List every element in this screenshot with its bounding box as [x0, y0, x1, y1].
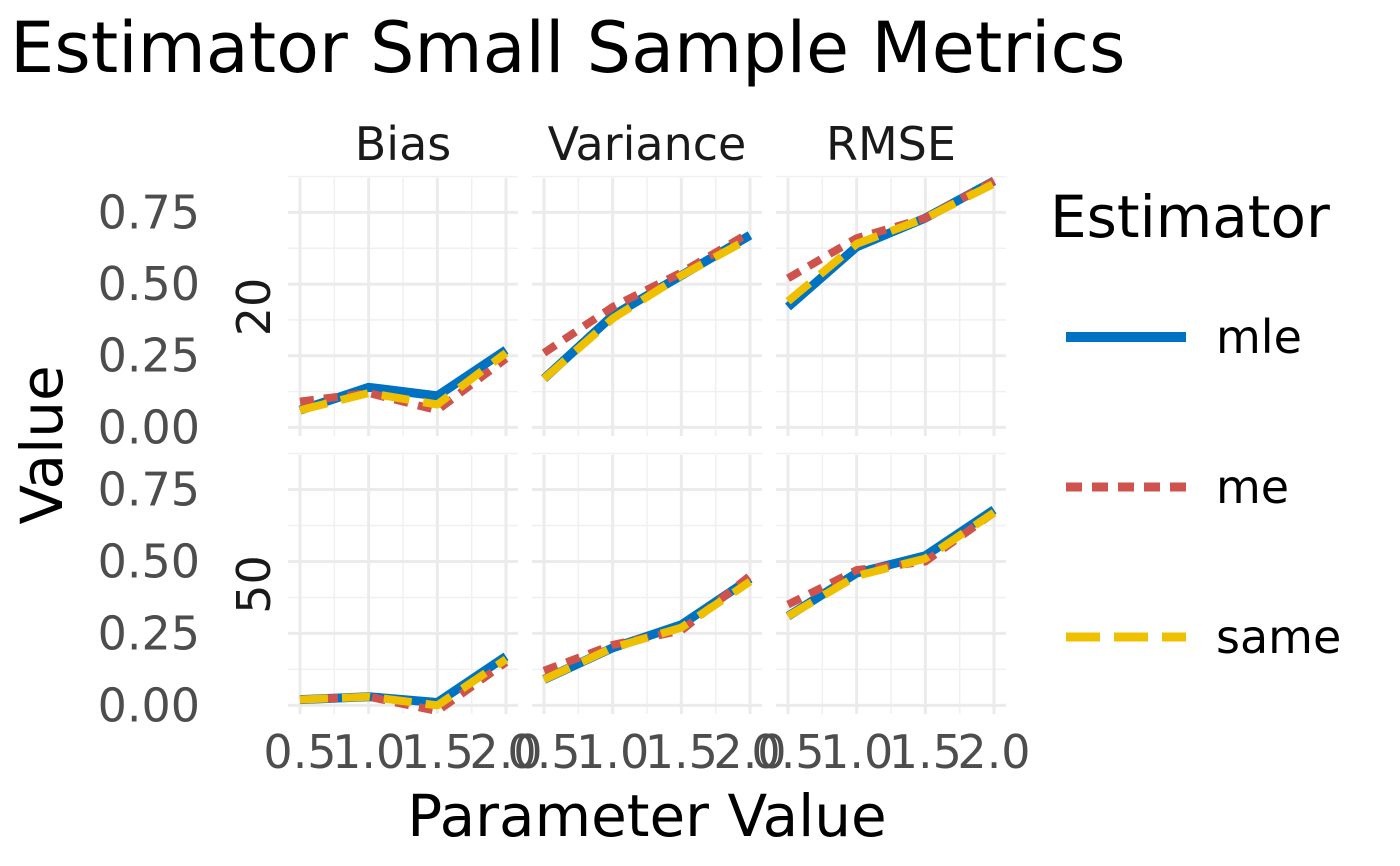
x-axis-title: Parameter Value [407, 782, 886, 850]
x-tick-label: 2.0 [713, 725, 786, 779]
panel-rmse-50 [785, 505, 997, 621]
x-tick-label: 1.5 [401, 725, 474, 779]
y-tick-label: 0.00 [98, 678, 200, 732]
panel-grid [532, 452, 762, 714]
y-tick-label: 0.25 [98, 606, 200, 660]
y-tick-label: 0.25 [98, 329, 200, 383]
y-tick-label: 0.00 [98, 400, 200, 454]
facet-column-label: RMSE [826, 117, 956, 171]
facet-panels: Bias Variance RMSE 20 50 [227, 117, 1006, 716]
y-axis-title: Value [8, 365, 76, 524]
panel-grid [776, 452, 1006, 714]
series-line-same [541, 234, 752, 382]
y-tick-label: 0.75 [98, 463, 200, 517]
y-tick-label: 0.50 [98, 534, 200, 588]
legend-label-me: me [1216, 460, 1289, 514]
x-tick-label: 0.5 [263, 725, 336, 779]
panel-rmse-20 [785, 176, 997, 311]
x-tick-label: 1.0 [576, 725, 649, 779]
panel-variance-20 [540, 229, 753, 383]
panel-variance-50 [542, 572, 753, 684]
legend: Estimator mle me same [1050, 183, 1341, 664]
facet-column-label: Bias [355, 117, 452, 171]
x-tick-label: 0.5 [507, 725, 580, 779]
series-line-same [542, 578, 753, 684]
series-line-same [785, 509, 997, 620]
y-tick-labels: 0.00 0.25 0.50 0.75 0.00 0.25 0.50 0.75 [98, 185, 200, 732]
series-line-same [299, 349, 509, 415]
panel-grid [776, 175, 1006, 436]
facet-row-label: 20 [227, 278, 281, 337]
chart-title: Estimator Small Sample Metrics [10, 7, 1125, 89]
series-line-same [785, 180, 996, 305]
legend-label-mle: mle [1216, 310, 1302, 364]
x-tick-label: 2.0 [469, 725, 542, 779]
x-tick-label: 1.0 [820, 725, 893, 779]
x-tick-label: 1.5 [645, 725, 718, 779]
x-tick-label: 2.0 [957, 725, 1030, 779]
panel-bias-20 [298, 346, 509, 415]
x-tick-label: 1.0 [332, 725, 405, 779]
legend-title: Estimator [1050, 183, 1330, 251]
legend-label-same: same [1216, 610, 1341, 664]
panel-bias-50 [299, 652, 509, 716]
panel-grid [532, 175, 762, 436]
x-tick-label: 1.5 [889, 725, 962, 779]
facet-row-label: 50 [227, 555, 281, 614]
y-tick-label: 0.75 [98, 185, 200, 239]
panel-grid [288, 452, 518, 714]
x-tick-labels: 0.51.01.52.00.51.01.52.00.51.01.52.0 [263, 725, 1030, 779]
facet-column-label: Variance [548, 117, 747, 171]
y-tick-label: 0.50 [98, 257, 200, 311]
x-tick-label: 0.5 [751, 725, 824, 779]
series-line-same [299, 655, 509, 710]
